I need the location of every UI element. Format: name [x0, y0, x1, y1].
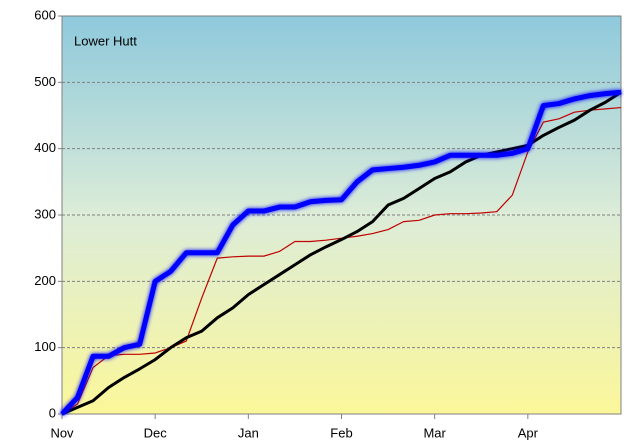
y-tick-label: 400 — [34, 140, 56, 155]
y-tick-label: 100 — [34, 339, 56, 354]
y-tick-label: 0 — [49, 405, 56, 420]
annotation: Lower Hutt — [74, 33, 137, 48]
x-tick-label: Dec — [144, 425, 168, 440]
y-tick-label: 500 — [34, 74, 56, 89]
series-line — [60, 89, 622, 416]
y-tick-label: 600 — [34, 7, 56, 22]
x-tick-label: Feb — [330, 425, 352, 440]
y-tick-label: 300 — [34, 206, 56, 221]
x-tick-label: Jan — [238, 425, 259, 440]
x-tick-label: Mar — [423, 425, 446, 440]
x-tick-label: Apr — [518, 425, 539, 440]
y-tick-label: 200 — [34, 273, 56, 288]
x-tick-label: Nov — [50, 425, 74, 440]
